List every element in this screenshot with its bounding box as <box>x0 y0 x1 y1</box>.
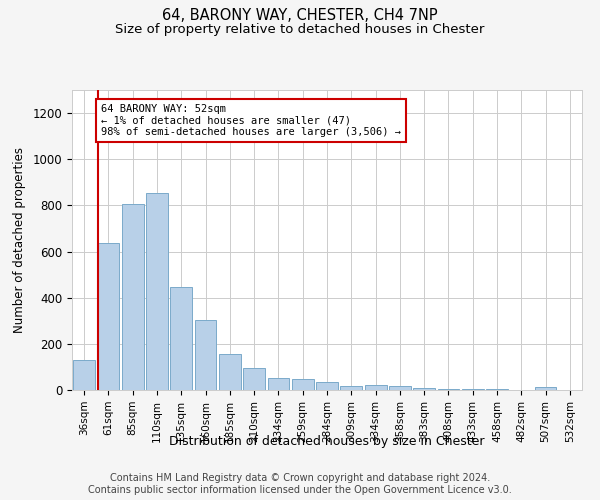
Bar <box>535 387 556 390</box>
Text: 64, BARONY WAY, CHESTER, CH4 7NP: 64, BARONY WAY, CHESTER, CH4 7NP <box>162 8 438 22</box>
Bar <box>146 192 168 390</box>
Bar <box>316 382 338 390</box>
Bar <box>486 389 508 390</box>
Bar <box>389 386 411 390</box>
Bar <box>437 389 460 390</box>
Text: Contains HM Land Registry data © Crown copyright and database right 2024.
Contai: Contains HM Land Registry data © Crown c… <box>88 474 512 495</box>
Bar <box>365 386 386 390</box>
Text: 64 BARONY WAY: 52sqm
← 1% of detached houses are smaller (47)
98% of semi-detach: 64 BARONY WAY: 52sqm ← 1% of detached ho… <box>101 104 401 137</box>
Bar <box>97 243 119 390</box>
Bar <box>219 354 241 390</box>
Bar <box>462 389 484 390</box>
Text: Distribution of detached houses by size in Chester: Distribution of detached houses by size … <box>169 435 485 448</box>
Bar <box>194 320 217 390</box>
Bar <box>413 388 435 390</box>
Bar <box>170 288 192 390</box>
Bar <box>268 378 289 390</box>
Bar <box>340 386 362 390</box>
Bar <box>122 204 143 390</box>
Text: Size of property relative to detached houses in Chester: Size of property relative to detached ho… <box>115 22 485 36</box>
Bar <box>243 368 265 390</box>
Bar <box>73 360 95 390</box>
Y-axis label: Number of detached properties: Number of detached properties <box>13 147 26 333</box>
Bar <box>292 379 314 390</box>
